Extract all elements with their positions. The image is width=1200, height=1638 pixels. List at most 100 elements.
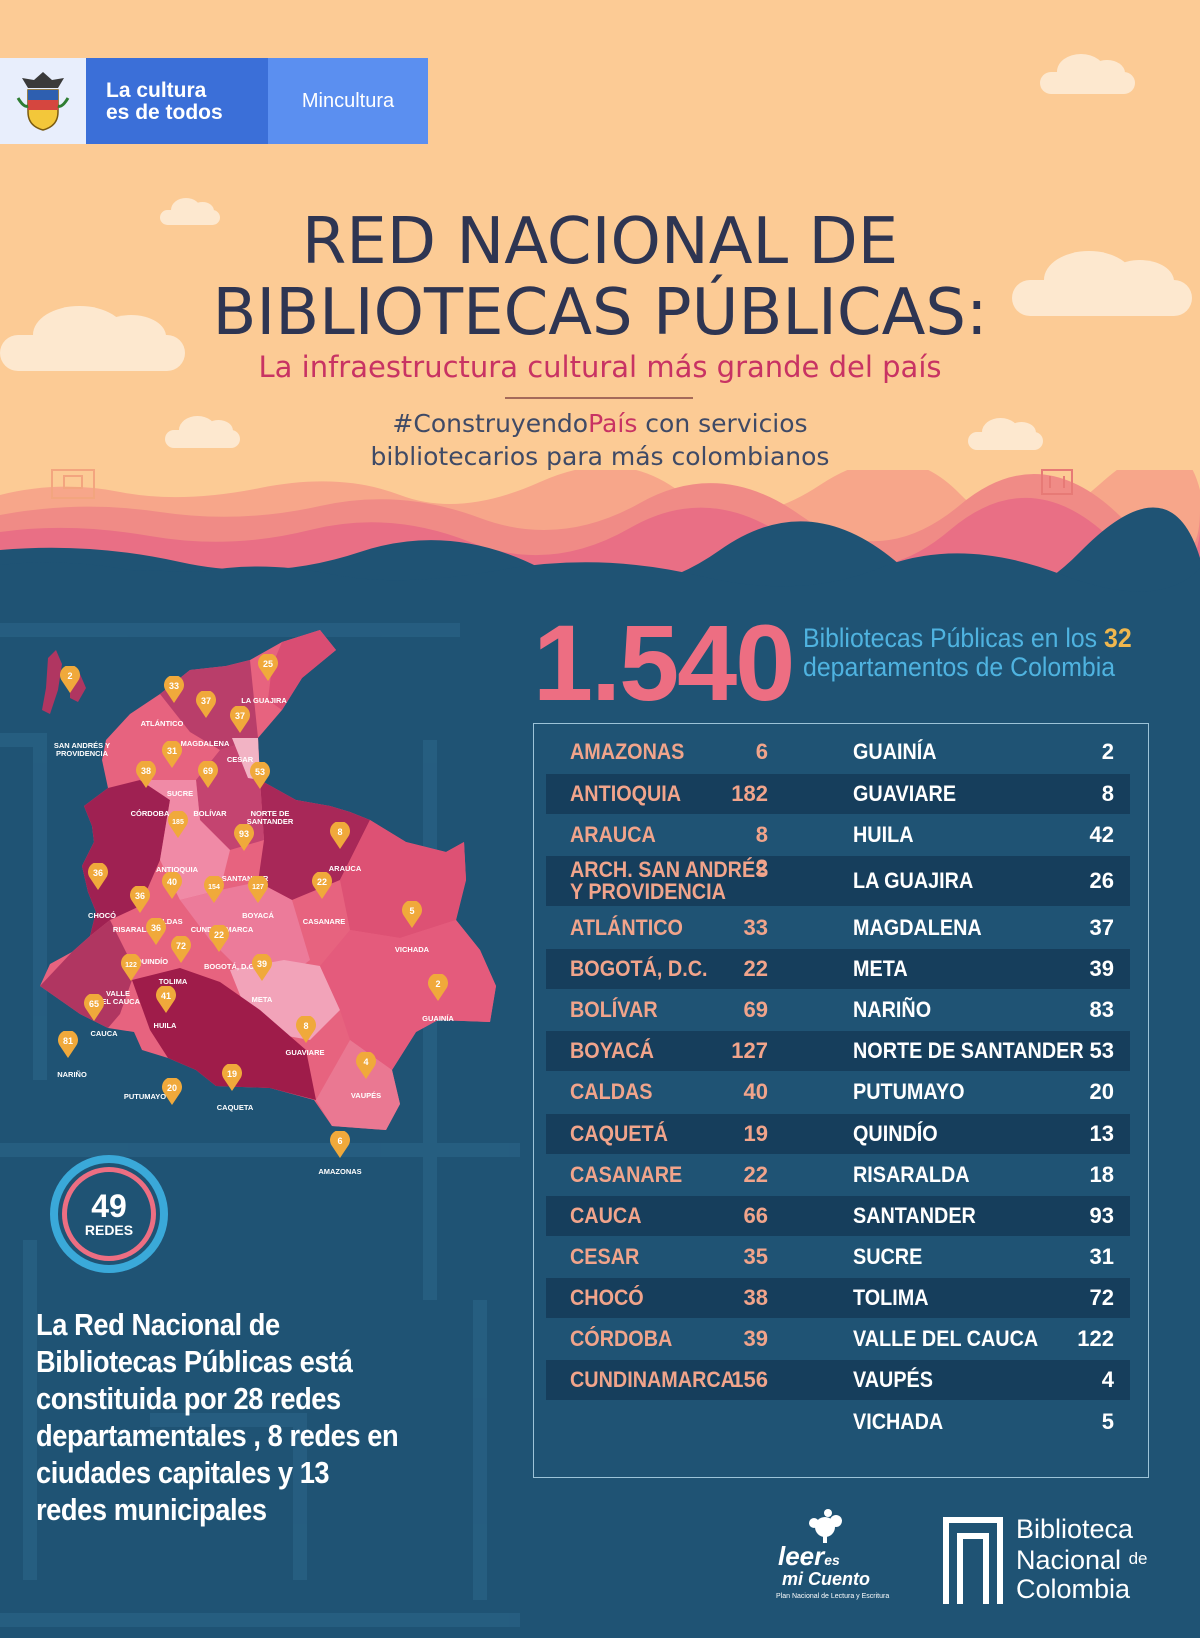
table-row: VICHADA 5 xyxy=(546,1402,1130,1442)
map-pin-marker: 33 xyxy=(164,676,184,703)
map-label-line: DEL CAUCA xyxy=(95,997,141,1006)
map-pin-value: 33 xyxy=(169,681,179,691)
map-pin-marker: 39 xyxy=(252,954,272,981)
map-label-line: NORTE DE xyxy=(250,809,290,818)
page-subtitle: La infraestructura cultural más grande d… xyxy=(258,350,942,384)
header-bar: La cultura es de todos Mincultura xyxy=(0,58,428,144)
department-name-right: LA GUAJIRA xyxy=(853,868,974,893)
department-value-right: 93 xyxy=(1089,1203,1114,1228)
cloud-decoration xyxy=(0,306,185,371)
map-department-label: SAN ANDRÉS Y PROVIDENCIA xyxy=(32,742,132,758)
map-pin-marker: 40 xyxy=(162,872,182,899)
table-row: CAUCA 66 SANTANDER 93 xyxy=(546,1196,1130,1236)
map-pin-marker: 20 xyxy=(162,1078,182,1105)
department-value-left: 35 xyxy=(743,1244,768,1269)
department-name-left: CAUCA xyxy=(570,1203,642,1228)
department-name-left: AMAZONAS xyxy=(570,739,685,764)
map-label-line: ARAUCA xyxy=(328,864,362,873)
map-label-line: SAN ANDRÉS Y xyxy=(53,741,111,750)
table-row: AMAZONAS 6 GUAINÍA 2 xyxy=(546,732,1130,772)
department-value-right: 4 xyxy=(1101,1367,1114,1392)
department-value-right: 31 xyxy=(1089,1244,1114,1269)
map-pin-marker: 2 xyxy=(60,666,80,693)
map-label-line: VAUPÉS xyxy=(350,1091,382,1100)
map-pin-marker: 2 xyxy=(428,974,448,1001)
map-pin-marker: 22 xyxy=(312,872,332,899)
department-value-right: 72 xyxy=(1089,1285,1114,1310)
map-label-line: VICHADA xyxy=(394,945,430,954)
map-pin-value: 31 xyxy=(167,746,177,756)
department-name-right: SUCRE xyxy=(853,1244,923,1269)
department-value-left: 66 xyxy=(743,1203,768,1228)
map-pin-marker: 8 xyxy=(296,1016,316,1043)
map-pin-value: 72 xyxy=(176,941,186,951)
map-pin-marker: 37 xyxy=(230,706,250,733)
title-divider xyxy=(505,397,693,399)
department-value-right: 122 xyxy=(1077,1326,1114,1351)
table-row: ATLÁNTICO 33 MAGDALENA 37 xyxy=(546,908,1130,948)
department-value-right: 13 xyxy=(1089,1121,1114,1146)
map-pin-value: 38 xyxy=(141,766,151,776)
networks-badge: 49 REDES xyxy=(62,1167,156,1261)
map-department-label: CAQUETA xyxy=(185,1104,285,1112)
map-label-line: SUCRE xyxy=(166,789,194,798)
hashtag-rest: con servicios xyxy=(637,409,808,438)
department-name-right: NORTE DE SANTANDER xyxy=(853,1038,1084,1063)
map-label-line: CESAR xyxy=(226,755,254,764)
map-label-line: GUAVIARE xyxy=(285,1048,325,1057)
networks-count: 49 xyxy=(91,1188,127,1224)
map-pin-marker: 37 xyxy=(196,691,216,718)
total-libraries-description: Bibliotecas Públicas en los 32 departame… xyxy=(803,624,1132,682)
department-name-left: ARAUCA xyxy=(570,822,656,847)
map-pin-value: 65 xyxy=(89,999,99,1009)
cloud-decoration xyxy=(160,198,220,225)
map-label-line: HUILA xyxy=(153,1021,177,1030)
map-department-label: GUAVIARE xyxy=(255,1049,355,1057)
map-pin-value: 41 xyxy=(161,991,171,1001)
map-pin-value: 39 xyxy=(257,959,267,969)
department-value-left: 33 xyxy=(743,915,768,940)
map-pin-marker: 6 xyxy=(330,1131,350,1158)
colombia-map xyxy=(40,630,496,1130)
map-pin-marker: 93 xyxy=(234,824,254,851)
department-value-left: 38 xyxy=(743,1285,768,1310)
map-label-line: VALLE xyxy=(105,989,131,998)
department-value-left: 156 xyxy=(731,1367,768,1392)
map-department-label: VAUPÉS xyxy=(316,1092,416,1100)
ministry-label: Mincultura xyxy=(268,58,428,144)
map-department-label: CASANARE xyxy=(274,918,374,926)
map-pin-value: 81 xyxy=(63,1036,73,1046)
map-label-line: PUTUMAYO xyxy=(123,1092,167,1101)
page-title-line-1: RED NACIONAL DE xyxy=(301,205,899,279)
department-value-left: 8 xyxy=(755,822,768,847)
table-row: CUNDINAMARCA 156 VAUPÉS 4 xyxy=(546,1360,1130,1400)
hashtag-pais: País xyxy=(588,409,638,438)
map-pin-value: 36 xyxy=(135,891,145,901)
map-pin-value: 36 xyxy=(151,923,161,933)
map-department-label: CHOCÓ xyxy=(52,912,152,920)
book-icon xyxy=(51,469,95,499)
map-label-line: CALDAS xyxy=(151,917,183,926)
department-value-right: 18 xyxy=(1089,1162,1114,1187)
map-pin-value: 127 xyxy=(252,884,264,891)
department-name-left: BOGOTÁ, D.C. xyxy=(570,956,708,981)
department-name-left: CESAR xyxy=(570,1244,640,1269)
map-label-line: SANTANDER xyxy=(221,874,269,883)
department-name-left: BOYACÁ xyxy=(570,1038,654,1063)
map-department-label: NORTE DE SANTANDER xyxy=(220,810,320,826)
map-pin-marker: 36 xyxy=(88,863,108,890)
leer-logo-word: leeres xyxy=(778,1543,840,1573)
networks-label: REDES xyxy=(84,1222,134,1238)
department-name-right: META xyxy=(853,956,908,981)
department-name-right: GUAVIARE xyxy=(853,781,957,806)
networks-description: La Red Nacional de Bibliotecas Públicas … xyxy=(36,1307,399,1527)
department-name-left: ANTIOQUIA xyxy=(570,781,682,806)
leer-es-text: es xyxy=(824,1552,840,1568)
map-pin-value: 8 xyxy=(303,1021,308,1031)
map-pin-value: 122 xyxy=(125,962,137,969)
map-pin-marker: 5 xyxy=(402,901,422,928)
map-department-label: MAGDALENA xyxy=(155,740,255,748)
map-label-line: META xyxy=(251,995,273,1004)
biblioteca-nacional-logo-text: Biblioteca Nacional de Colombia xyxy=(1016,1515,1148,1604)
departments-table: AMAZONAS 6 GUAINÍA 2 ANTIOQUIA 182 GUAVIARE 8 AR… xyxy=(533,723,1149,1478)
